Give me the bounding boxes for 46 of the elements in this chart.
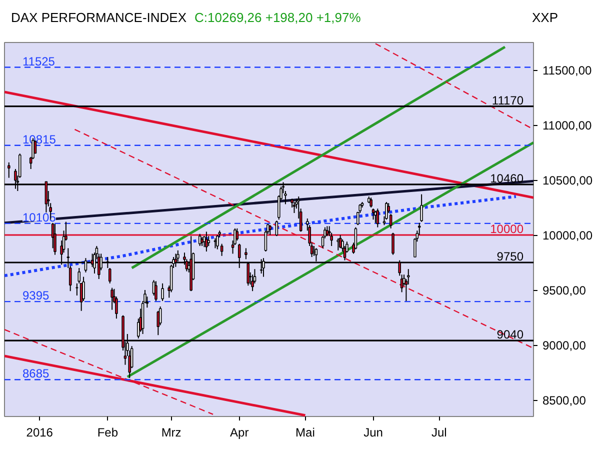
candlestick — [244, 248, 248, 260]
y-tick-label: 8500,00 — [542, 394, 586, 408]
chart-title: DAX PERFORMANCE-INDEX — [11, 10, 187, 25]
candlestick — [161, 282, 164, 302]
candlestick — [354, 226, 358, 250]
x-tick-label: Mai — [296, 426, 315, 440]
candlestick — [370, 197, 372, 208]
y-tick-label: 10000,00 — [542, 228, 593, 242]
candlestick — [374, 210, 377, 224]
candlestick — [268, 224, 272, 236]
candlestick — [292, 202, 296, 214]
candlestick — [216, 234, 219, 250]
ref-line-label: 10815 — [22, 132, 56, 146]
candlestick — [420, 194, 423, 222]
candlestick — [392, 232, 394, 256]
candlestick — [236, 228, 239, 241]
candlestick — [376, 208, 380, 228]
ref-line-label: 11170 — [492, 93, 524, 108]
candlestick — [8, 162, 10, 178]
x-tick-label: 2016 — [26, 426, 54, 440]
ref-line-label: 10460 — [490, 171, 524, 186]
candlestick — [82, 276, 85, 302]
x-tick-label: Apr — [230, 426, 249, 440]
ref-line-label: 9750 — [496, 250, 524, 264]
ref-line-label: 10000 — [490, 222, 524, 236]
ref-line-label: 8685 — [22, 366, 50, 381]
x-tick-label: Jul — [431, 426, 447, 440]
candlestick — [154, 280, 158, 302]
ref-line-label: 10105 — [22, 210, 56, 224]
y-tick-label: 9500,00 — [542, 284, 586, 298]
ref-line-label: 9395 — [22, 288, 50, 303]
y-tick-label: 11000,00 — [542, 118, 592, 132]
candlestick — [108, 268, 112, 284]
candlestick — [110, 287, 114, 310]
candlestick — [54, 224, 56, 256]
text: XXP — [532, 9, 558, 27]
x-tick-label: Mrz — [161, 426, 182, 440]
y-tick-label: 11500,00 — [542, 64, 592, 78]
ref-line-label: 9040 — [496, 328, 524, 342]
y-tick-label: 10500,00 — [542, 174, 593, 188]
candlestick — [275, 220, 278, 237]
x-tick-label: Feb — [97, 426, 118, 440]
x-tick-label: Jun — [364, 426, 383, 440]
chart-subtitle: C:10269,26 +198,20 +1,97% — [194, 10, 361, 25]
ref-line-label: 11525 — [22, 54, 56, 68]
y-tick-label: 9000,00 — [542, 338, 586, 352]
